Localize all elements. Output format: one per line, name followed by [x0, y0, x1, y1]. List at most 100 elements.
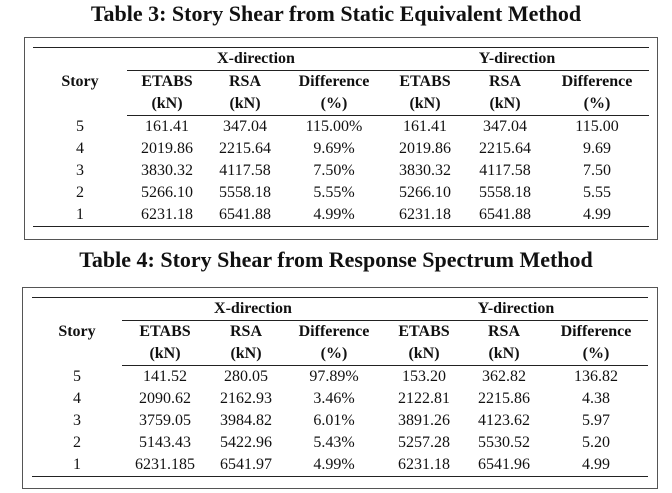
y-direction-header: Y-direction — [384, 297, 648, 321]
table-cell: 4117.58 — [219, 162, 271, 179]
column-header: ETABS — [139, 323, 191, 340]
column-unit: (kN) — [122, 343, 208, 366]
table-cell: 6231.18 — [384, 454, 464, 477]
table-cell: 5530.52 — [478, 434, 530, 451]
column-header: RSA — [487, 323, 520, 340]
table-cell: 2162.93 — [220, 390, 272, 407]
story-cell: 3 — [76, 162, 84, 179]
story-cell: 1 — [32, 454, 122, 477]
table-cell: 5266.10 — [141, 184, 193, 201]
column-header: ETABS — [141, 73, 193, 90]
column-unit: (%) — [283, 93, 385, 116]
table-cell: 115.00% — [305, 118, 363, 135]
column-unit: (kN) — [384, 343, 464, 366]
table-cell: 4.99 — [545, 204, 649, 227]
table-cell: 5558.18 — [219, 184, 271, 201]
story-cell: 3 — [73, 412, 81, 429]
column-header: RSA — [488, 73, 521, 90]
table-cell: 2215.86 — [478, 390, 530, 407]
table-cell: 5.55% — [313, 184, 355, 201]
table-4-frame: Story X-direction Y-direction ETABS RSA … — [22, 287, 658, 489]
table-row: 3 3759.05 3984.82 6.01% 3891.26 4123.62 5.97 — [32, 410, 648, 432]
table-row: 1 6231.185 6541.97 4.99% 6231.18 6541.96 4.99 — [32, 454, 648, 477]
table-cell: 3891.26 — [398, 412, 450, 429]
column-header: RSA — [229, 323, 262, 340]
table-cell: 141.52 — [143, 368, 187, 385]
column-header: Difference — [560, 323, 632, 340]
column-header: ETABS — [398, 323, 450, 340]
table-cell: 6231.18 — [127, 204, 207, 227]
column-unit: (kN) — [465, 93, 545, 116]
table-cell: 3830.32 — [141, 162, 193, 179]
table-3-caption: Table 3: Story Shear from Static Equival… — [90, 1, 582, 26]
story-cell: 2 — [73, 434, 81, 451]
table-cell: 4.99% — [284, 454, 384, 477]
table-cell: 6541.97 — [208, 454, 284, 477]
column-unit: (%) — [545, 93, 649, 116]
table-row: 5 141.52 280.05 97.89% 153.20 362.82 136.82 — [32, 366, 648, 389]
table-cell: 3.46% — [313, 390, 355, 407]
column-header: Difference — [298, 73, 370, 90]
column-header: Difference — [561, 73, 633, 90]
table-cell: 3759.05 — [139, 412, 191, 429]
table-4: Story X-direction Y-direction ETABS RSA … — [32, 297, 648, 477]
table-cell: 153.20 — [402, 368, 446, 385]
table-cell: 136.82 — [574, 368, 618, 385]
table-row: 4 2019.86 2215.64 9.69% 2019.86 2215.64 9.69 — [33, 138, 649, 160]
x-direction-header: X-direction — [122, 297, 384, 321]
table-cell: 9.69 — [583, 140, 611, 157]
table-row: 2 5266.10 5558.18 5.55% 5266.10 5558.18 5.55 — [33, 182, 649, 204]
table-cell: 5266.10 — [399, 184, 451, 201]
story-cell: 4 — [73, 390, 81, 407]
story-cell: 2 — [76, 184, 84, 201]
story-header: Story — [61, 72, 99, 90]
table-3: Story X-direction Y-direction ETABS RSA … — [33, 47, 649, 227]
column-unit: (%) — [544, 343, 648, 366]
table-cell: 6231.185 — [122, 454, 208, 477]
table-cell: 6541.88 — [207, 204, 283, 227]
table-cell: 5.43% — [313, 434, 355, 451]
column-header: ETABS — [399, 73, 451, 90]
table-cell: 4123.62 — [478, 412, 530, 429]
x-direction-header: X-direction — [127, 47, 385, 71]
table-cell: 4.99% — [283, 204, 385, 227]
table-cell: 5.20 — [582, 434, 610, 451]
table-cell: 4.38 — [582, 390, 610, 407]
table-cell: 5558.18 — [479, 184, 531, 201]
table-4-caption: Table 4: Story Shear from Response Spect… — [79, 247, 593, 272]
story-cell: 5 — [73, 367, 81, 385]
table-cell: 5143.43 — [139, 434, 191, 451]
table-cell: 161.41 — [145, 118, 189, 135]
table-cell: 4117.58 — [479, 162, 531, 179]
table-cell: 2215.64 — [219, 140, 271, 157]
table-cell: 5.97 — [582, 412, 610, 429]
table-cell: 97.89% — [309, 368, 359, 385]
table-cell: 7.50% — [313, 162, 355, 179]
table-cell: 2019.86 — [141, 140, 193, 157]
table-cell: 2090.62 — [139, 390, 191, 407]
story-header: Story — [58, 322, 96, 340]
column-header: RSA — [228, 73, 261, 90]
table-cell: 6541.88 — [465, 204, 545, 227]
table-row: 5 161.41 347.04 115.00% 161.41 347.04 115.00 — [33, 116, 649, 139]
column-unit: (kN) — [207, 93, 283, 116]
table-cell: 4.99 — [544, 454, 648, 477]
table-cell: 3830.32 — [399, 162, 451, 179]
column-unit: (kN) — [208, 343, 284, 366]
table-cell: 2019.86 — [399, 140, 451, 157]
table-cell: 161.41 — [403, 118, 447, 135]
y-direction-header: Y-direction — [385, 47, 649, 71]
table-cell: 280.05 — [224, 368, 268, 385]
table-cell: 2215.64 — [479, 140, 531, 157]
table-row: 2 5143.43 5422.96 5.43% 5257.28 5530.52 5.20 — [32, 432, 648, 454]
table-cell: 6.01% — [313, 412, 355, 429]
table-3-frame: Story X-direction Y-direction ETABS RSA … — [24, 37, 658, 240]
story-cell: 4 — [76, 140, 84, 157]
table-cell: 347.04 — [223, 118, 267, 135]
column-unit: (%) — [284, 343, 384, 366]
table-cell: 7.50 — [583, 162, 611, 179]
table-cell: 347.04 — [483, 118, 527, 135]
column-unit: (kN) — [127, 93, 207, 116]
table-cell: 3984.82 — [220, 412, 272, 429]
table-row: 3 3830.32 4117.58 7.50% 3830.32 4117.58 7.50 — [33, 160, 649, 182]
